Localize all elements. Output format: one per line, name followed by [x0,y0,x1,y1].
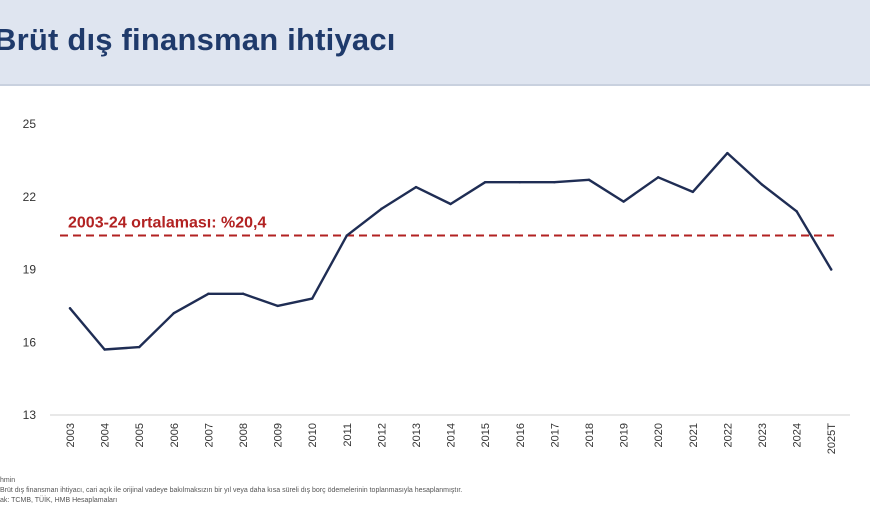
data-point [345,234,348,237]
y-tick-label: 16 [23,335,37,349]
footnotes: hmin Brüt dış finansman ihtiyacı, cari a… [0,476,870,506]
data-point [449,202,452,206]
data-point [553,181,556,184]
x-tick-label: 2021 [688,423,700,447]
series-line [68,151,833,351]
x-tick-label: 2013 [411,423,423,447]
data-point [68,307,72,310]
x-tick-label: 2019 [619,423,631,447]
data-point [172,311,175,315]
y-tick-label: 22 [23,190,37,204]
header-bar: Brüt dış finansman ihtiyacı [0,0,870,86]
x-tick-label: 2007 [203,423,215,447]
data-point [760,183,764,186]
data-point [518,181,521,184]
line-chart: 13 16 19 22 25 2003 2004 2005 2006 2007 2008 2009 20… [23,117,850,454]
data-point [691,190,694,194]
x-tick-label: 2008 [238,423,250,447]
footnote-source: ak: TCMB, TÜİK, HMB Hesaplamaları [0,497,118,504]
x-tick-label: 2006 [169,423,181,447]
footnote-source-prefix: hmin [0,477,16,484]
data-point [276,304,279,308]
data-point [207,292,210,295]
x-tick-label: 2022 [722,423,734,447]
y-tick-label: 25 [23,117,37,131]
data-point [241,292,245,295]
x-tick-label: 2009 [273,423,285,447]
x-tick-label: 2004 [100,423,112,447]
x-tick-label: 2016 [515,423,527,447]
average-reference-label: 2003-24 ortalaması: %20,4 [68,215,266,232]
data-point [726,151,729,155]
data-point [138,345,141,349]
data-point [657,176,660,179]
x-tick-label: 2011 [342,423,354,447]
data-point [311,297,314,300]
x-tick-label: 2017 [549,423,561,447]
data-point [622,200,625,203]
x-tick-label: 2003 [65,423,77,447]
x-tick-label: 2012 [376,423,388,447]
x-tick-label: 2015 [480,423,492,447]
data-point [414,185,418,189]
x-tick-label: 2010 [307,423,319,447]
x-tick-label: 2005 [134,423,146,447]
x-tick-label: 2014 [446,423,458,447]
y-tick-label: 13 [23,408,37,422]
x-tick-label: 2024 [792,423,804,447]
page-title: Brüt dış finansman ihtiyacı [0,22,396,57]
footnote-definition: Brüt dış finansman ihtiyacı, cari açık i… [0,487,463,494]
x-tick-label: 2025T [826,423,838,454]
y-tick-label: 19 [23,263,37,277]
x-tick-label: 2023 [757,423,769,447]
data-point [587,178,591,181]
data-point [484,181,487,184]
data-point [103,348,106,351]
data-point [380,207,383,211]
data-point [830,268,833,271]
data-point [795,210,798,213]
x-tick-label: 2020 [653,423,665,447]
x-tick-label: 2018 [584,423,596,447]
